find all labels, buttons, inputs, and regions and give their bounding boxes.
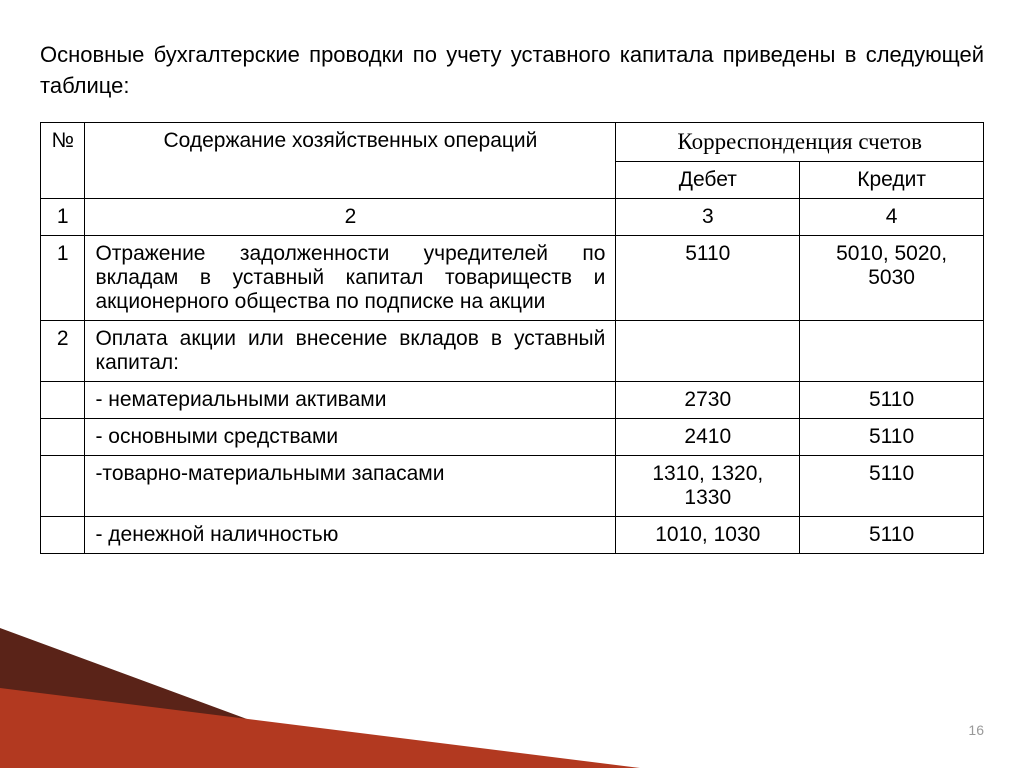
header-corr: Корреспонденция счетов	[616, 122, 984, 161]
table-row: - основными средствами 2410 5110	[41, 418, 984, 455]
decor-triangle-red	[0, 688, 640, 768]
header-credit: Кредит	[800, 161, 984, 198]
page-number: 16	[968, 722, 984, 738]
row-debit: 2730	[616, 381, 800, 418]
row-content: - основными средствами	[85, 418, 616, 455]
numhead-2: 2	[85, 198, 616, 235]
row-credit: 5110	[800, 381, 984, 418]
row-debit: 2410	[616, 418, 800, 455]
row-num	[41, 455, 85, 516]
header-debit: Дебет	[616, 161, 800, 198]
row-num: 1	[41, 235, 85, 320]
row-num	[41, 381, 85, 418]
row-debit: 5110	[616, 235, 800, 320]
row-content: -товарно-материальными запасами	[85, 455, 616, 516]
row-debit	[616, 320, 800, 381]
row-content: Оплата акции или внесение вкладов в уста…	[85, 320, 616, 381]
row-credit: 5010, 5020, 5030	[800, 235, 984, 320]
numhead-4: 4	[800, 198, 984, 235]
row-content: - нематериальными активами	[85, 381, 616, 418]
row-content: - денежной наличностью	[85, 516, 616, 553]
row-credit: 5110	[800, 455, 984, 516]
row-credit: 5110	[800, 418, 984, 455]
numhead-3: 3	[616, 198, 800, 235]
accounting-table: № Содержание хозяйственных операций Корр…	[40, 122, 984, 554]
row-credit: 5110	[800, 516, 984, 553]
table-row: -товарно-материальными запасами 1310, 13…	[41, 455, 984, 516]
table-row: - денежной наличностью 1010, 1030 5110	[41, 516, 984, 553]
row-num	[41, 418, 85, 455]
numhead-1: 1	[41, 198, 85, 235]
row-num: 2	[41, 320, 85, 381]
row-debit: 1310, 1320, 1330	[616, 455, 800, 516]
row-credit	[800, 320, 984, 381]
table-row: - нематериальными активами 2730 5110	[41, 381, 984, 418]
row-content: Отражение задолженности учредителей по в…	[85, 235, 616, 320]
intro-text: Основные бухгалтерские проводки по учету…	[40, 40, 984, 102]
table-row: 1 Отражение задолженности учредителей по…	[41, 235, 984, 320]
header-content: Содержание хозяйственных операций	[85, 122, 616, 198]
row-num	[41, 516, 85, 553]
table-row: 2 Оплата акции или внесение вкладов в ус…	[41, 320, 984, 381]
row-debit: 1010, 1030	[616, 516, 800, 553]
header-num: №	[41, 122, 85, 198]
